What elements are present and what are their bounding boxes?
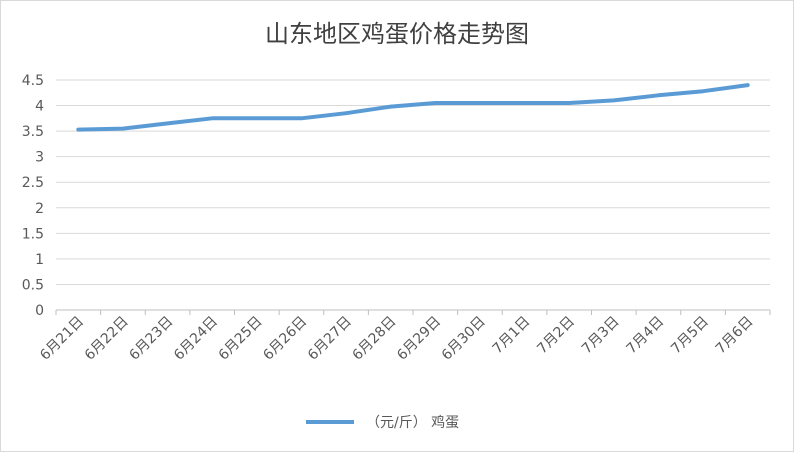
x-tick-label: 6月24日 bbox=[171, 314, 221, 364]
data-point bbox=[166, 121, 170, 125]
y-tick-label: 4 bbox=[35, 99, 44, 115]
series-lines bbox=[76, 83, 750, 132]
data-point bbox=[746, 83, 750, 87]
y-tick-label: 0.5 bbox=[22, 277, 44, 293]
data-point bbox=[701, 89, 705, 93]
data-point bbox=[656, 93, 660, 97]
data-point bbox=[121, 127, 125, 131]
gridlines bbox=[56, 79, 770, 285]
data-point bbox=[255, 116, 259, 120]
y-tick-label: 1.5 bbox=[22, 226, 44, 242]
data-point bbox=[76, 128, 80, 132]
x-axis bbox=[55, 309, 771, 315]
y-tick-label: 1 bbox=[35, 252, 44, 268]
x-tick-label: 6月28日 bbox=[349, 314, 399, 364]
x-tick-label: 7月3日 bbox=[579, 314, 623, 358]
data-point bbox=[567, 101, 571, 105]
legend: （元/斤） 鸡蛋 bbox=[306, 414, 459, 431]
y-tick-label: 4.5 bbox=[22, 73, 44, 89]
x-tick-label: 7月1日 bbox=[490, 314, 534, 358]
x-tick-label: 6月22日 bbox=[82, 314, 132, 364]
data-point bbox=[523, 101, 527, 105]
x-tick-label: 6月25日 bbox=[216, 314, 266, 364]
data-point bbox=[612, 98, 616, 102]
x-tick-label: 7月2日 bbox=[534, 314, 578, 358]
data-point bbox=[344, 111, 348, 115]
x-tick-label: 7月5日 bbox=[668, 314, 712, 358]
x-tick-label: 7月4日 bbox=[624, 314, 668, 358]
x-axis-ticks: 6月21日6月22日6月23日6月24日6月25日6月26日6月27日6月28日… bbox=[37, 314, 756, 364]
x-tick-label: 6月26日 bbox=[260, 314, 310, 364]
x-tick-label: 6月29日 bbox=[394, 314, 444, 364]
x-tick-label: 6月27日 bbox=[305, 314, 355, 364]
data-point bbox=[210, 116, 214, 120]
chart-title: 山东地区鸡蛋价格走势图 bbox=[265, 20, 529, 48]
data-point bbox=[389, 105, 393, 109]
series-line bbox=[76, 83, 750, 132]
data-point bbox=[299, 116, 303, 120]
x-tick-label: 7月6日 bbox=[713, 314, 757, 358]
x-tick-label: 6月30日 bbox=[439, 314, 489, 364]
y-tick-label: 2 bbox=[35, 201, 44, 217]
y-tick-label: 3 bbox=[35, 150, 44, 166]
y-axis-ticks: 0 0.5 1 1.5 2 2.5 3 3.5 4 4.5 bbox=[22, 73, 44, 319]
x-tick-label: 6月23日 bbox=[126, 314, 176, 364]
x-tick-label: 6月21日 bbox=[37, 314, 87, 364]
legend-label: （元/斤） 鸡蛋 bbox=[366, 414, 459, 431]
y-tick-label: 2.5 bbox=[22, 175, 44, 191]
data-point bbox=[478, 101, 482, 105]
y-tick-label: 0 bbox=[35, 303, 44, 319]
y-tick-label: 3.5 bbox=[22, 124, 44, 140]
data-point bbox=[433, 101, 437, 105]
